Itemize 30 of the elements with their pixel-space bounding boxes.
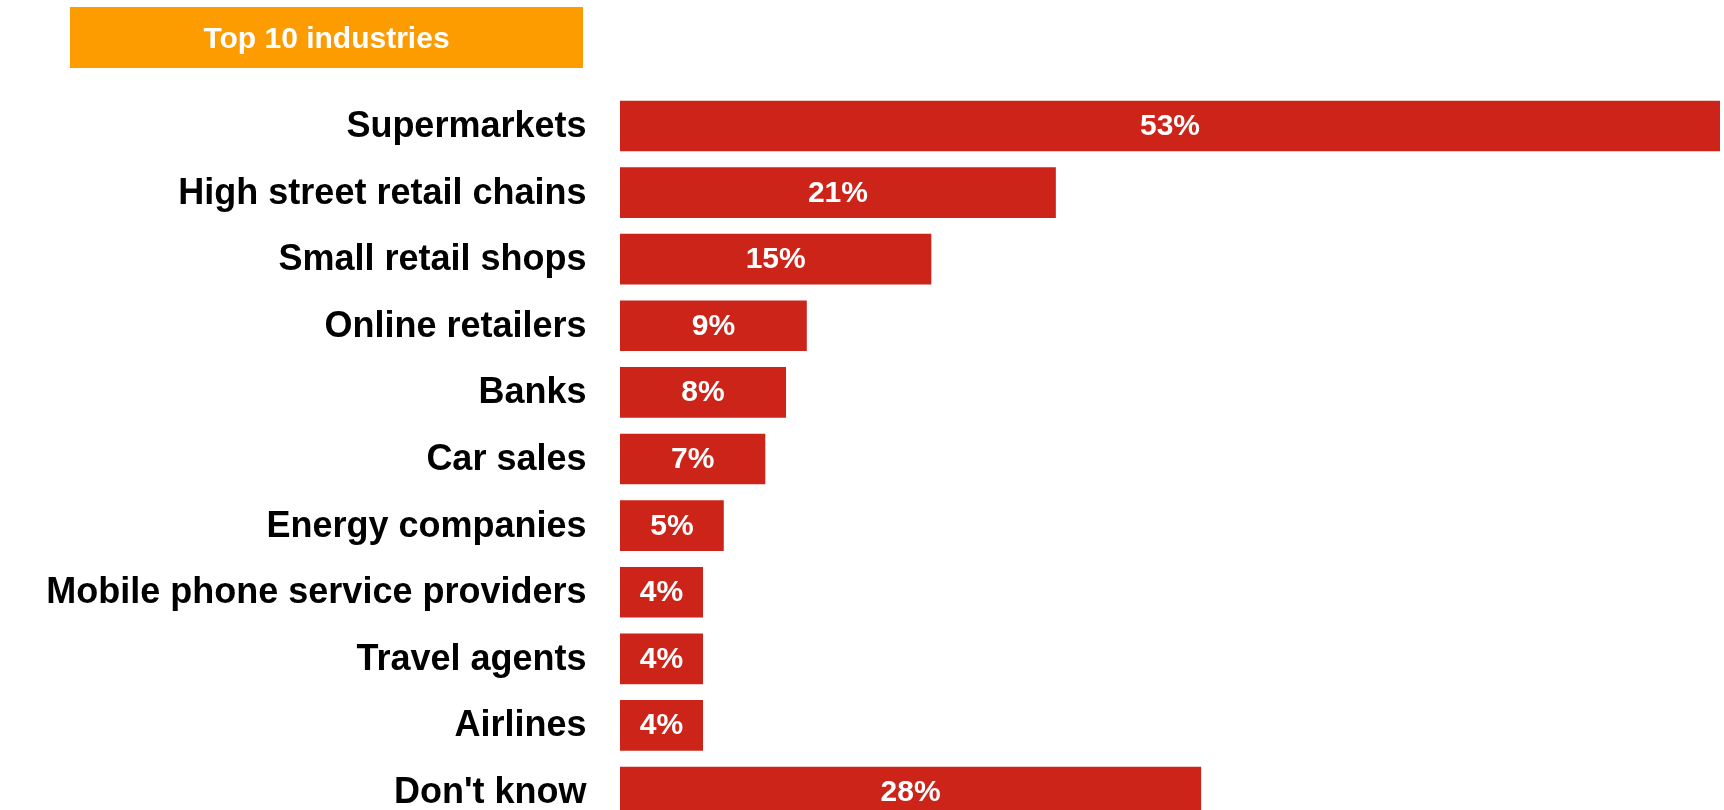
data-label: 4% <box>639 574 684 608</box>
bar <box>620 233 932 285</box>
y-tick-label: Don't know <box>393 770 588 810</box>
y-tick-label: Energy companies <box>266 503 587 545</box>
data-label: 5% <box>650 507 694 541</box>
bar <box>620 433 766 485</box>
data-label: 4% <box>639 640 684 674</box>
data-label: 9% <box>691 307 736 341</box>
data-label: 53% <box>1139 107 1201 141</box>
data-label: 4% <box>639 707 684 741</box>
data-label: 7% <box>670 441 715 474</box>
data-label: 28% <box>880 774 941 808</box>
bar <box>620 300 807 352</box>
bar <box>620 367 787 418</box>
bar <box>620 100 1720 152</box>
y-tick-label: Mobile phone service providers <box>46 570 587 612</box>
y-tick-label: Banks <box>478 370 587 412</box>
y-tick-label: Online retailers <box>324 303 587 345</box>
y-tick-label: Airlines <box>454 703 587 745</box>
bar <box>620 500 724 551</box>
data-label: 21% <box>807 174 868 208</box>
data-label: 8% <box>681 374 725 408</box>
data-label: 15% <box>745 241 806 275</box>
y-tick-label: Car sales <box>426 437 587 478</box>
text: Top 10 industries <box>70 7 583 68</box>
y-tick-label: Small retail shops <box>278 237 587 279</box>
bar <box>620 167 1056 218</box>
y-tick-label: Supermarkets <box>346 103 587 145</box>
y-tick-label: Travel agents <box>356 636 587 678</box>
y-tick-label: High street retail chains <box>178 170 587 212</box>
